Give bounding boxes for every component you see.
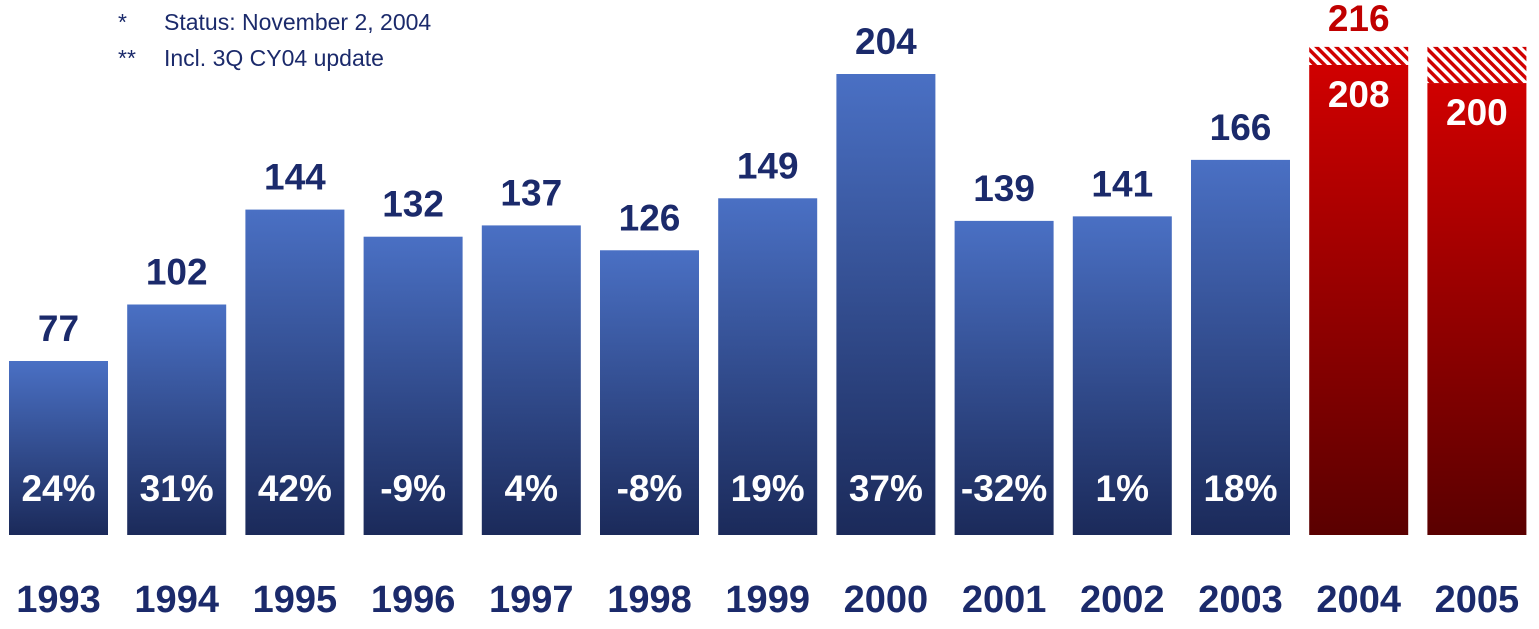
year-label-1994: 1994 — [134, 579, 219, 621]
value-label-1999: 149 — [737, 145, 799, 186]
bar-1998 — [600, 250, 699, 535]
bar-1995 — [245, 209, 345, 535]
footnote-text: Incl. 3Q CY04 update — [164, 45, 384, 71]
bar-1993 — [9, 360, 108, 535]
hatched-extension-2004 — [1309, 46, 1409, 65]
year-label-1995: 1995 — [253, 579, 338, 621]
bar-2004 — [1309, 64, 1409, 535]
bar-2002 — [1072, 216, 1172, 535]
growth-label-2000: 37% — [849, 468, 923, 509]
growth-label-1993: 24% — [21, 468, 95, 509]
value-label-1997: 137 — [500, 172, 562, 213]
bar-1994 — [127, 304, 227, 535]
growth-label-2003: 18% — [1203, 468, 1277, 509]
footnote-status: * Status: November 2, 2004 — [118, 4, 431, 40]
value-label-2000: 204 — [855, 21, 917, 62]
extension-label-2004: 216 — [1328, 0, 1390, 39]
growth-label-1996: -9% — [380, 468, 446, 509]
growth-label-1997: 4% — [505, 468, 558, 509]
bar-2005 — [1427, 83, 1527, 535]
footnote-mark: ** — [118, 45, 136, 71]
year-label-2000: 2000 — [844, 579, 929, 621]
hatched-extension-2005 — [1427, 46, 1527, 84]
growth-label-1998: -8% — [617, 468, 683, 509]
bar-2000 — [836, 74, 936, 535]
value-label-1996: 132 — [382, 184, 444, 225]
year-label-1998: 1998 — [607, 579, 692, 621]
growth-label-2001: -32% — [961, 468, 1047, 509]
year-label-2002: 2002 — [1080, 579, 1165, 621]
value-label-2001: 139 — [973, 168, 1035, 209]
year-label-1999: 1999 — [725, 579, 810, 621]
value-label-1998: 126 — [619, 197, 681, 238]
year-label-1996: 1996 — [371, 579, 456, 621]
footnote-update: ** Incl. 3Q CY04 update — [118, 40, 431, 76]
value-label-2002: 141 — [1091, 163, 1153, 204]
year-label-2005: 2005 — [1435, 579, 1520, 621]
year-label-1997: 1997 — [489, 579, 574, 621]
growth-label-1995: 42% — [258, 468, 332, 509]
footnotes: * Status: November 2, 2004 ** Incl. 3Q C… — [118, 4, 431, 76]
year-label-2001: 2001 — [962, 579, 1047, 621]
year-label-1993: 1993 — [16, 579, 101, 621]
growth-label-1994: 31% — [140, 468, 214, 509]
growth-label-1999: 19% — [731, 468, 805, 509]
bars-group — [9, 46, 1527, 536]
bar-1999 — [718, 198, 818, 535]
value-label-1994: 102 — [146, 252, 208, 293]
growth-label-2002: 1% — [1096, 468, 1149, 509]
year-label-2004: 2004 — [1316, 579, 1401, 621]
value-label-2004: 208 — [1328, 74, 1390, 115]
footnote-text: Status: November 2, 2004 — [164, 9, 432, 35]
bar-2003 — [1191, 159, 1290, 535]
value-label-2003: 166 — [1210, 107, 1272, 148]
bar-1996 — [363, 236, 463, 536]
footnote-mark: * — [118, 9, 127, 35]
bar-1997 — [481, 225, 581, 535]
year-label-2003: 2003 — [1198, 579, 1283, 621]
labels-group: 77 24% 1993 102 31% 1994 144 42% 1995 132 -9% 1996 1… — [16, 0, 1519, 621]
value-label-1995: 144 — [264, 157, 326, 198]
bar-2001 — [954, 220, 1054, 535]
value-label-1993: 77 — [38, 308, 79, 349]
value-label-2005: 200 — [1446, 92, 1508, 133]
